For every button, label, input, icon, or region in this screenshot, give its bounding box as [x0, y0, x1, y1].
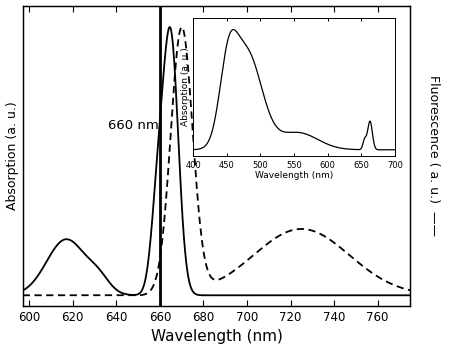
Y-axis label: Fluorescence ( a. u.)  ——: Fluorescence ( a. u.) ——: [427, 75, 440, 236]
Text: 660 nm: 660 nm: [108, 119, 158, 132]
X-axis label: Wavelength (nm): Wavelength (nm): [151, 329, 283, 344]
Y-axis label: Absorption (a. u.): Absorption (a. u.): [6, 102, 18, 210]
